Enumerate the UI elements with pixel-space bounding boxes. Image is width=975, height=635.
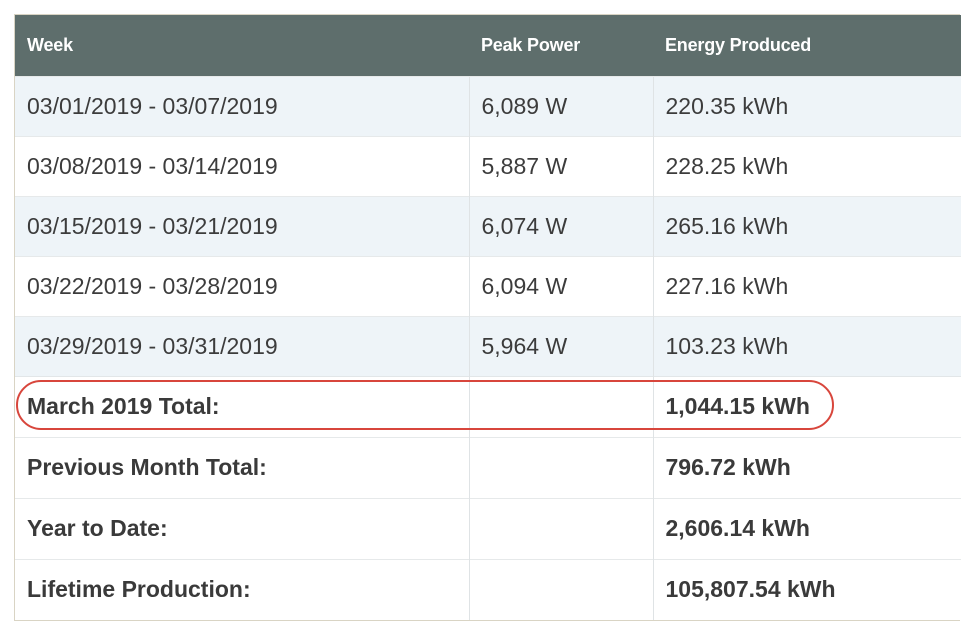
energy-cell: 103.23 kWh <box>652 315 961 376</box>
production-table: Week Peak Power Energy Produced 03/01/20… <box>15 15 961 620</box>
table-row: 03/22/2019 - 03/28/2019 6,094 W 227.16 k… <box>15 255 961 316</box>
total-value: 1,044.15 kWh <box>652 375 961 437</box>
total-label: March 2019 Total: <box>15 375 469 437</box>
peak-power-cell: 6,094 W <box>468 255 653 316</box>
total-value: 2,606.14 kWh <box>652 497 961 559</box>
header-row: Week Peak Power Energy Produced <box>15 15 961 76</box>
week-cell: 03/08/2019 - 03/14/2019 <box>15 135 469 196</box>
week-cell: 03/22/2019 - 03/28/2019 <box>15 255 469 316</box>
total-label: Previous Month Total: <box>15 436 469 498</box>
peak-power-cell: 6,089 W <box>468 75 653 136</box>
table-header: Week Peak Power Energy Produced <box>15 15 961 76</box>
energy-cell: 220.35 kWh <box>652 75 961 136</box>
table-row: 03/29/2019 - 03/31/2019 5,964 W 103.23 k… <box>15 315 961 376</box>
energy-cell: 227.16 kWh <box>652 255 961 316</box>
total-value: 796.72 kWh <box>652 436 961 498</box>
total-row-year-to-date: Year to Date: 2,606.14 kWh <box>15 497 961 559</box>
energy-cell: 228.25 kWh <box>652 135 961 196</box>
header-energy-produced: Energy Produced <box>653 15 961 76</box>
total-value: 105,807.54 kWh <box>652 558 961 620</box>
table-row: 03/01/2019 - 03/07/2019 6,089 W 220.35 k… <box>15 75 961 136</box>
table-row: 03/15/2019 - 03/21/2019 6,074 W 265.16 k… <box>15 195 961 256</box>
total-row-month: March 2019 Total: 1,044.15 kWh <box>15 375 961 437</box>
peak-power-cell: 5,964 W <box>468 315 653 376</box>
total-spacer <box>468 375 653 437</box>
total-spacer <box>468 436 653 498</box>
table-body: 03/01/2019 - 03/07/2019 6,089 W 220.35 k… <box>15 75 961 620</box>
peak-power-cell: 5,887 W <box>468 135 653 196</box>
header-peak-power: Peak Power <box>469 15 653 76</box>
production-table-container: Week Peak Power Energy Produced 03/01/20… <box>14 14 961 621</box>
table-row: 03/08/2019 - 03/14/2019 5,887 W 228.25 k… <box>15 135 961 196</box>
peak-power-cell: 6,074 W <box>468 195 653 256</box>
total-row-lifetime: Lifetime Production: 105,807.54 kWh <box>15 558 961 620</box>
week-cell: 03/01/2019 - 03/07/2019 <box>15 75 469 136</box>
week-cell: 03/29/2019 - 03/31/2019 <box>15 315 469 376</box>
total-row-previous-month: Previous Month Total: 796.72 kWh <box>15 436 961 498</box>
header-week: Week <box>15 15 469 76</box>
energy-cell: 265.16 kWh <box>652 195 961 256</box>
week-cell: 03/15/2019 - 03/21/2019 <box>15 195 469 256</box>
total-label: Lifetime Production: <box>15 558 469 620</box>
total-label: Year to Date: <box>15 497 469 559</box>
total-spacer <box>468 497 653 559</box>
total-spacer <box>468 558 653 620</box>
